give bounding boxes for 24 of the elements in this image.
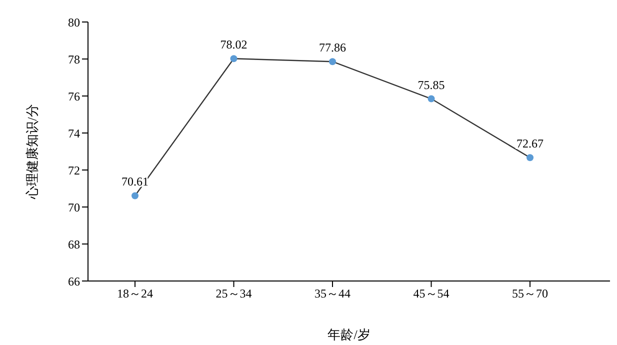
y-tick-label: 68 [68, 237, 80, 252]
x-tick-label: 25～34 [216, 286, 252, 301]
data-label: 78.02 [220, 38, 248, 52]
y-tick-label: 78 [68, 52, 80, 66]
y-tick-label: 70 [68, 200, 80, 214]
x-tick-label: 35～44 [314, 286, 351, 301]
y-tick-label: 80 [68, 15, 80, 30]
data-label: 75.85 [418, 78, 445, 92]
y-axis-title: 心理健康知识/分 [24, 104, 40, 200]
point [230, 55, 238, 62]
x-tick-label: 45～54 [413, 286, 450, 301]
y-tick-label: 66 [68, 274, 80, 288]
point [132, 192, 139, 200]
y-tick-label: 76 [68, 89, 80, 104]
y-tick-label: 72 [68, 163, 80, 178]
data-label: 72.67 [516, 136, 544, 151]
x-axis-title: 年龄/岁 [328, 327, 370, 342]
point [329, 58, 336, 66]
x-tick-label: 18～24 [117, 286, 154, 301]
y-tick-label: 74 [68, 126, 80, 140]
x-tick-label: 55～70 [512, 286, 548, 301]
point [526, 154, 534, 162]
point [428, 95, 435, 102]
data-label: 77.86 [319, 40, 346, 55]
